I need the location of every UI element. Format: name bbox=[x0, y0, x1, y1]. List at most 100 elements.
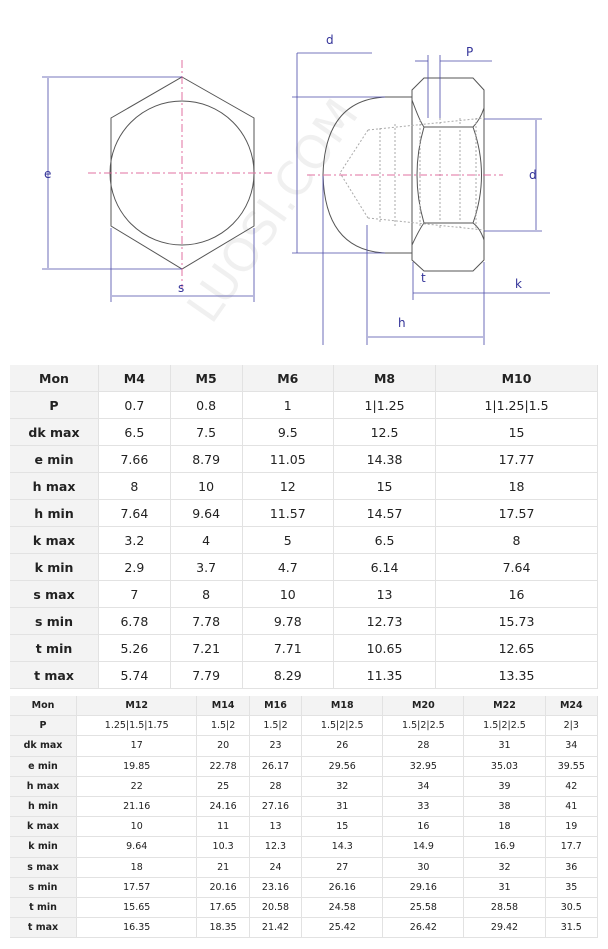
table-cell: 25.58 bbox=[382, 897, 465, 919]
table-cell: 32 bbox=[463, 857, 546, 878]
table-cell: 7.66 bbox=[98, 445, 171, 473]
table-cell: 15 bbox=[333, 472, 437, 500]
table-cell: 9.78 bbox=[242, 607, 335, 635]
column-header: Mon bbox=[10, 696, 77, 717]
table-cell: 1 bbox=[242, 391, 335, 419]
row-label: t max bbox=[10, 661, 99, 689]
column-header: M6 bbox=[242, 365, 335, 392]
side-view bbox=[307, 77, 503, 272]
table-cell: 26.16 bbox=[301, 877, 384, 898]
table-cell: 18 bbox=[463, 816, 546, 838]
table-row: s min 6.78 7.78 9.78 12.73 15.73 bbox=[10, 607, 598, 635]
label-k: k bbox=[515, 277, 522, 291]
table-cell: 12.5 bbox=[333, 418, 437, 446]
table-cell: 5.26 bbox=[98, 634, 171, 662]
table-cell: 16 bbox=[382, 816, 465, 838]
column-header: M24 bbox=[545, 696, 599, 717]
table-cell: 26.42 bbox=[382, 917, 465, 939]
table-cell: 16 bbox=[435, 580, 598, 608]
table-cell: 18 bbox=[76, 857, 198, 878]
table-cell: 11.57 bbox=[242, 499, 335, 527]
hex-nut-side bbox=[411, 77, 485, 272]
table-cell: 4 bbox=[170, 526, 243, 554]
table-cell: 15.73 bbox=[435, 607, 598, 635]
table-row: t max 5.74 7.79 8.29 11.35 13.35 bbox=[10, 661, 598, 689]
row-label: k max bbox=[10, 816, 77, 838]
table-cell: 26 bbox=[301, 735, 384, 757]
cap-nut-technical-drawing: LUOSI.COM e s bbox=[42, 33, 550, 345]
table-cell: 5.74 bbox=[98, 661, 171, 689]
header-row: Mon M12 M14 M16 M18 M20 M22 M24 bbox=[10, 696, 599, 717]
table-cell: 11 bbox=[196, 816, 250, 838]
table-row: t min 5.26 7.21 7.71 10.65 12.65 bbox=[10, 634, 598, 662]
table-cell: 7.64 bbox=[98, 499, 171, 527]
table-cell: 17 bbox=[76, 735, 198, 757]
table-cell: 20.58 bbox=[249, 897, 303, 919]
table-cell: 10 bbox=[170, 472, 243, 500]
table-cell: 1.5|2 bbox=[196, 715, 250, 737]
row-label: e min bbox=[10, 756, 77, 777]
table-cell: 39 bbox=[463, 776, 546, 797]
table-cell: 12.73 bbox=[333, 607, 437, 635]
table-cell: 34 bbox=[545, 735, 599, 757]
table-cell: 31 bbox=[463, 877, 546, 898]
table-cell: 39.55 bbox=[545, 756, 599, 777]
table-cell: 7 bbox=[98, 580, 171, 608]
table-cell: 12 bbox=[242, 472, 335, 500]
table-cell: 23 bbox=[249, 735, 303, 757]
column-header: Mon bbox=[10, 365, 99, 392]
row-label: s max bbox=[10, 580, 99, 608]
table-cell: 28 bbox=[249, 776, 303, 797]
table-cell: 9.5 bbox=[242, 418, 335, 446]
table-row: t min 15.65 17.65 20.58 24.58 25.58 28.58 30.5 bbox=[10, 897, 599, 919]
table-cell: 4.7 bbox=[242, 553, 335, 581]
table-cell: 9.64 bbox=[76, 836, 198, 858]
table-cell: 25 bbox=[196, 776, 250, 797]
table-cell: 8 bbox=[435, 526, 598, 554]
row-label: s min bbox=[10, 877, 77, 898]
table-cell: 8 bbox=[98, 472, 171, 500]
table-cell: 22.78 bbox=[196, 756, 250, 777]
row-label: P bbox=[10, 391, 99, 419]
table-cell: 36 bbox=[545, 857, 599, 878]
table-row: t max 16.35 18.35 21.42 25.42 26.42 29.42 31.5 bbox=[10, 917, 599, 939]
table-cell: 32.95 bbox=[382, 756, 465, 777]
table-row: e min 7.66 8.79 11.05 14.38 17.77 bbox=[10, 445, 598, 473]
column-header: M22 bbox=[463, 696, 546, 717]
table-row: s max 7 8 10 13 16 bbox=[10, 580, 598, 608]
table-cell: 11.05 bbox=[242, 445, 335, 473]
table-row: dk max 6.5 7.5 9.5 12.5 15 bbox=[10, 418, 598, 446]
table-cell: 0.8 bbox=[170, 391, 243, 419]
table-cell: 34 bbox=[382, 776, 465, 797]
table-cell: 24 bbox=[249, 857, 303, 878]
table-row: k min 2.9 3.7 4.7 6.14 7.64 bbox=[10, 553, 598, 581]
spec-table-m4-m10: Mon M4 M5 M6 M8 M10 P 0.7 0.8 1 1|1.25 1|1.25|1.5 dk… bbox=[10, 365, 598, 689]
table-cell: 21.42 bbox=[249, 917, 303, 939]
row-label: k min bbox=[10, 553, 99, 581]
column-header: M12 bbox=[76, 696, 198, 717]
table-cell: 7.79 bbox=[170, 661, 243, 689]
watermark: LUOSI.COM bbox=[176, 89, 369, 332]
label-t: t bbox=[421, 271, 426, 285]
table-cell: 41 bbox=[545, 796, 599, 818]
table-cell: 32 bbox=[301, 776, 384, 797]
table-cell: 17.57 bbox=[435, 499, 598, 527]
row-label: t min bbox=[10, 897, 77, 919]
row-label: k max bbox=[10, 526, 99, 554]
table-cell: 30 bbox=[382, 857, 465, 878]
table-row: h min 7.64 9.64 11.57 14.57 17.57 bbox=[10, 499, 598, 527]
table-cell: 17.57 bbox=[76, 877, 198, 898]
row-label: h max bbox=[10, 472, 99, 500]
table-cell: 20.16 bbox=[196, 877, 250, 898]
label-d-top: d bbox=[326, 33, 334, 47]
table-cell: 26.17 bbox=[249, 756, 303, 777]
table-cell: 22 bbox=[76, 776, 198, 797]
table-cell: 9.64 bbox=[170, 499, 243, 527]
table-cell: 15.65 bbox=[76, 897, 198, 919]
label-P: P bbox=[466, 45, 473, 59]
table-row: k min 9.64 10.3 12.3 14.3 14.9 16.9 17.7 bbox=[10, 836, 599, 858]
table-cell: 35.03 bbox=[463, 756, 546, 777]
table-cell: 18 bbox=[435, 472, 598, 500]
column-header: M20 bbox=[382, 696, 465, 717]
